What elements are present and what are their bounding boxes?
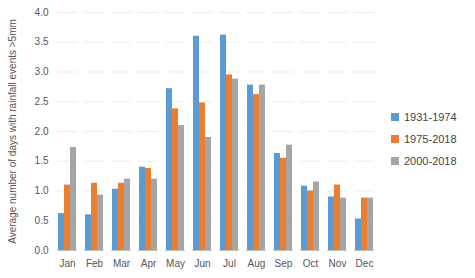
svg-text:Jun: Jun xyxy=(194,258,210,269)
svg-text:Oct: Oct xyxy=(303,258,319,269)
svg-text:2.5: 2.5 xyxy=(35,96,49,107)
svg-text:Sep: Sep xyxy=(275,258,293,269)
svg-text:Jul: Jul xyxy=(223,258,236,269)
svg-text:Average number of days with ra: Average number of days with rainfall eve… xyxy=(7,19,18,244)
svg-text:1.5: 1.5 xyxy=(35,155,49,166)
svg-text:Feb: Feb xyxy=(86,258,104,269)
svg-text:Aug: Aug xyxy=(248,258,266,269)
svg-text:Jan: Jan xyxy=(59,258,75,269)
svg-text:2.0: 2.0 xyxy=(35,126,49,137)
svg-text:0.0: 0.0 xyxy=(35,245,49,256)
svg-text:4.0: 4.0 xyxy=(35,7,49,18)
svg-text:Nov: Nov xyxy=(329,258,347,269)
html-text:2000-2018: 2000-2018 xyxy=(404,155,457,167)
svg-text:Dec: Dec xyxy=(356,258,374,269)
svg-text:May: May xyxy=(166,258,185,269)
svg-text:3.0: 3.0 xyxy=(35,66,49,77)
svg-text:Mar: Mar xyxy=(113,258,131,269)
svg-text:3.5: 3.5 xyxy=(35,36,49,47)
svg-text:1.0: 1.0 xyxy=(35,185,49,196)
html-text:1975-2018: 1975-2018 xyxy=(404,133,457,145)
svg-text:0.5: 0.5 xyxy=(35,215,49,226)
svg-text:Apr: Apr xyxy=(141,258,157,269)
html-text:1931-1974: 1931-1974 xyxy=(404,111,457,123)
